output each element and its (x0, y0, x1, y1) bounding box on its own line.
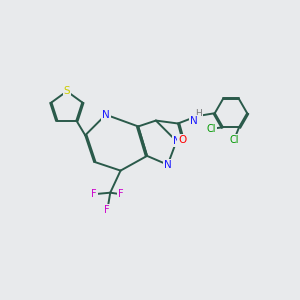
Text: H: H (195, 109, 202, 118)
Text: F: F (91, 189, 97, 199)
Text: S: S (64, 86, 70, 96)
Text: N: N (190, 116, 197, 126)
Text: Cl: Cl (230, 135, 239, 145)
Text: N: N (172, 136, 180, 146)
Text: F: F (118, 189, 123, 199)
Text: O: O (178, 135, 187, 145)
Text: N: N (102, 110, 110, 120)
Text: F: F (104, 206, 110, 215)
Text: Cl: Cl (206, 124, 216, 134)
Text: N: N (164, 160, 172, 170)
